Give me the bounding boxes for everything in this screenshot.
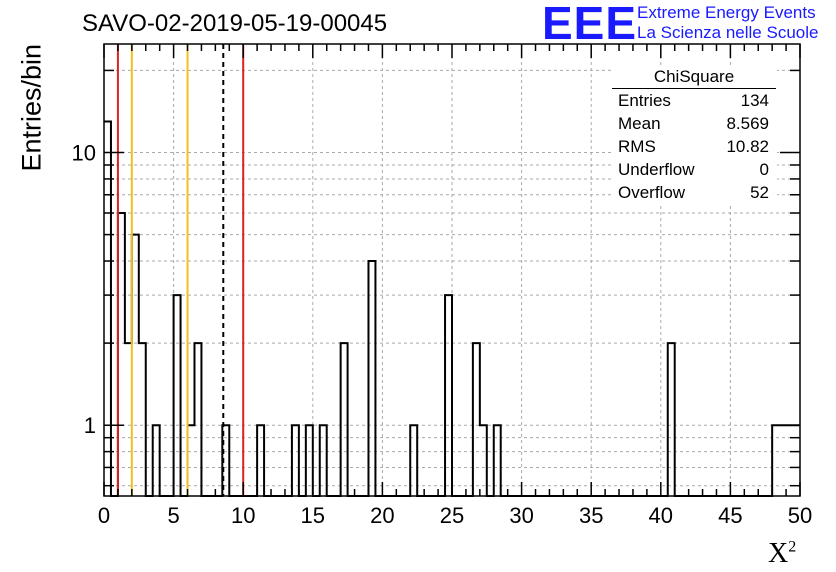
x-axis-label: X2 <box>768 538 796 570</box>
chart-title: SAVO-02-2019-05-19-00045 <box>82 10 388 37</box>
x-tick-label: 15 <box>301 503 325 528</box>
x-tick-label: 10 <box>231 503 255 528</box>
x-tick-label: 45 <box>718 503 742 528</box>
stats-row-underflow: Underflow 0 <box>612 158 777 181</box>
stats-value: 0 <box>759 160 769 179</box>
stats-label: Entries <box>618 91 671 110</box>
stats-row-rms: RMS 10.82 <box>612 135 777 158</box>
stats-label: Overflow <box>618 183 686 202</box>
x-tick-label: 25 <box>440 503 464 528</box>
histogram-bin <box>174 295 181 496</box>
stats-label: Underflow <box>618 160 695 179</box>
logo-text-line1: Extreme Energy Events <box>637 3 816 22</box>
x-axis-label-base: X <box>768 538 789 569</box>
x-tick-label: 40 <box>649 503 673 528</box>
stats-value: 134 <box>740 91 769 110</box>
stats-row-entries: Entries 134 <box>612 89 777 112</box>
x-tick-label: 20 <box>370 503 394 528</box>
histogram-bin <box>445 295 452 496</box>
stats-label: Mean <box>618 114 661 133</box>
histogram-bin <box>341 343 348 496</box>
x-tick-label: 5 <box>167 503 179 528</box>
histogram-bin <box>668 343 675 496</box>
histogram-bin <box>473 343 480 496</box>
eee-logo: EEE <box>542 0 638 49</box>
x-tick-label: 50 <box>788 503 812 528</box>
marker-lines <box>116 44 245 496</box>
x-tick-label: 30 <box>509 503 533 528</box>
stats-value: 52 <box>750 183 769 202</box>
y-tick-label: 1 <box>84 413 96 438</box>
histogram-bin <box>104 121 111 496</box>
y-axis-label: Entries/bin <box>16 43 47 172</box>
y-tick-label: 10 <box>72 141 96 166</box>
axes <box>103 43 801 497</box>
histogram-bin <box>139 343 146 496</box>
stats-box: ChiSquare Entries 134 Mean 8.569 RMS 10.82 … <box>612 66 777 204</box>
stats-value: 10.82 <box>726 137 769 156</box>
histogram-bin <box>125 343 132 496</box>
histogram-bin <box>368 261 375 496</box>
histogram-bin <box>194 343 201 496</box>
histogram-bin <box>118 213 125 496</box>
histogram-bin <box>132 235 139 496</box>
stats-value: 8.569 <box>726 114 769 133</box>
x-axis-label-superscript: 2 <box>788 538 797 556</box>
stats-row-mean: Mean 8.569 <box>612 112 777 135</box>
stats-label: RMS <box>618 137 656 156</box>
x-tick-label: 35 <box>579 503 603 528</box>
stats-row-overflow: Overflow 52 <box>612 181 777 204</box>
tick-labels: 0 5 10 15 20 25 30 35 40 45 50 1 10 <box>72 141 813 528</box>
x-tick-label: 0 <box>98 503 110 528</box>
stats-box-title: ChiSquare <box>612 66 776 89</box>
logo-text-line2: La Scienza nelle Scuole <box>637 23 819 42</box>
